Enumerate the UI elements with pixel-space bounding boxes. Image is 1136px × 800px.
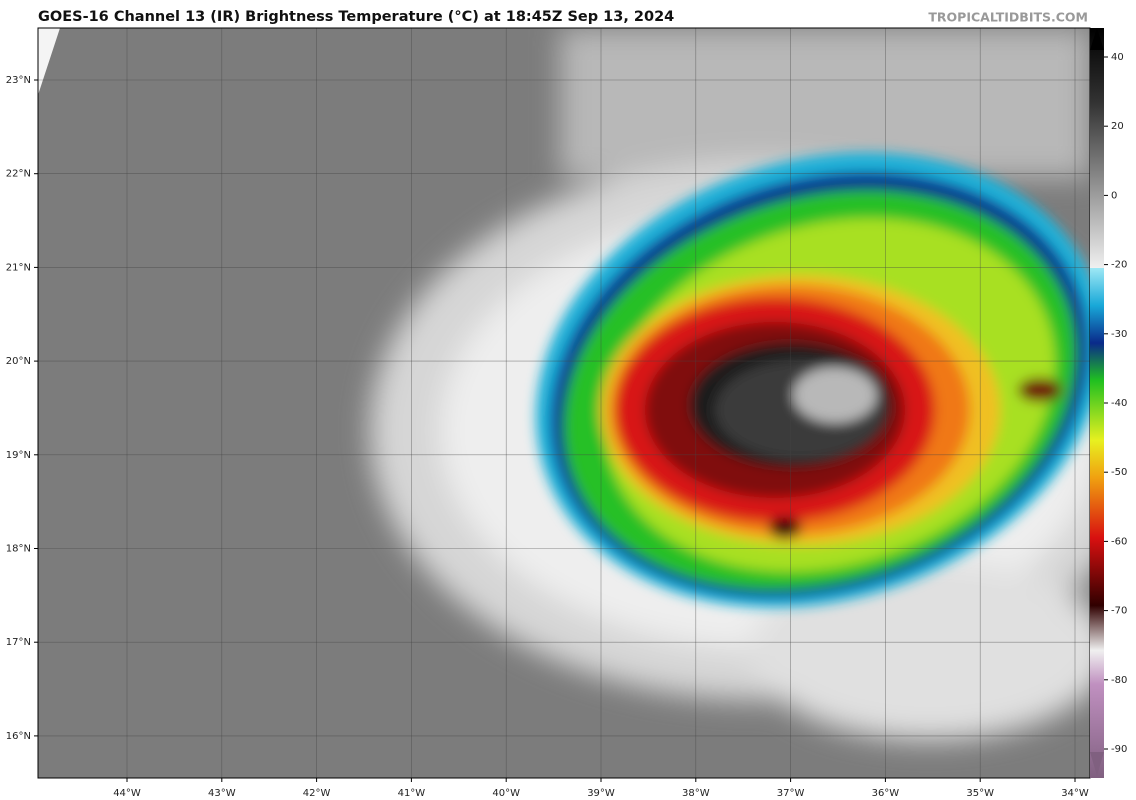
lat-label: 19°N bbox=[6, 450, 31, 461]
satellite-image bbox=[38, 28, 1090, 778]
lon-label: 43°W bbox=[208, 788, 236, 799]
colorbar-label: -70 bbox=[1111, 606, 1127, 617]
colorbar-label: -50 bbox=[1111, 467, 1127, 478]
colorbar-label: -30 bbox=[1111, 329, 1127, 340]
graticule bbox=[38, 28, 1090, 778]
lat-label: 22°N bbox=[6, 169, 31, 180]
colorbar-label: -90 bbox=[1111, 744, 1127, 755]
colorbar-label: -20 bbox=[1111, 260, 1127, 271]
lon-label: 38°W bbox=[682, 788, 710, 799]
lat-label: 17°N bbox=[6, 637, 31, 648]
lon-label: 44°W bbox=[113, 788, 141, 799]
credit: TROPICALTIDBITS.COM bbox=[928, 10, 1088, 25]
lat-label: 20°N bbox=[6, 356, 31, 367]
lat-label: 18°N bbox=[6, 544, 31, 555]
colorbar-label: 40 bbox=[1111, 52, 1124, 63]
lat-label: 16°N bbox=[6, 731, 31, 742]
colorbar-bottom-cap bbox=[1090, 752, 1104, 776]
lat-label: 23°N bbox=[6, 75, 31, 86]
colorbar bbox=[1090, 28, 1104, 778]
lon-label: 36°W bbox=[872, 788, 900, 799]
lon-label: 42°W bbox=[303, 788, 331, 799]
lon-label: 41°W bbox=[398, 788, 426, 799]
title: GOES-16 Channel 13 (IR) Brightness Tempe… bbox=[38, 9, 674, 25]
lon-label: 35°W bbox=[966, 788, 994, 799]
colorbar-label: -80 bbox=[1111, 675, 1127, 686]
lon-label: 34°W bbox=[1061, 788, 1089, 799]
colorbar-label: -40 bbox=[1111, 398, 1127, 409]
colorbar-label: 20 bbox=[1111, 121, 1124, 132]
lon-label: 37°W bbox=[777, 788, 805, 799]
colorbar-label: -60 bbox=[1111, 536, 1127, 547]
colorbar-label: 0 bbox=[1111, 190, 1117, 201]
colorbar-top-cap bbox=[1090, 28, 1104, 50]
lon-label: 40°W bbox=[492, 788, 520, 799]
lon-label: 39°W bbox=[587, 788, 615, 799]
lat-label: 21°N bbox=[6, 262, 31, 273]
